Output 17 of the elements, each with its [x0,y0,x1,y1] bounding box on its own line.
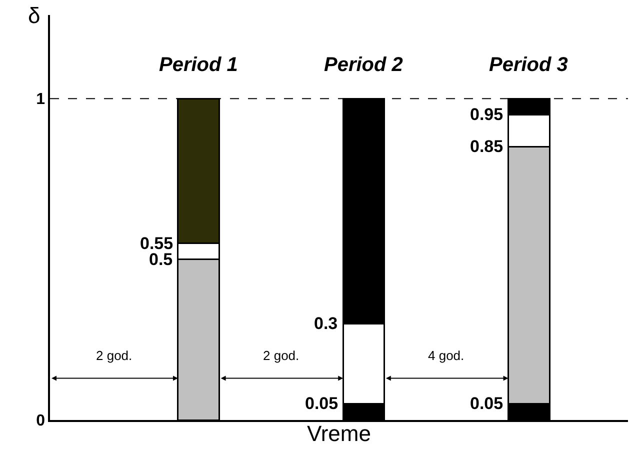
y-tick-label: 0 [36,412,46,430]
y-axis-title: δ [28,3,40,28]
annotation: 0.95 [470,105,504,124]
annotation: 0.55 [140,234,174,253]
annotation: 0.05 [470,394,504,413]
y-tick-label: 1 [36,91,46,108]
x-tick-label: Period 1 [159,54,238,76]
x-tick-label: Period 2 [324,54,403,76]
annotation: 0.5 [149,250,173,269]
annotation: 4 god. [428,348,464,363]
x-axis-title: Vreme [307,421,371,446]
annotation: 0.3 [314,314,338,333]
x-tick-label: Period 3 [489,54,568,76]
annotation: 2 god. [96,348,132,363]
annotation: 2 god. [263,348,300,363]
annotation: 0.85 [470,137,504,156]
annotation: 0.05 [305,394,338,413]
